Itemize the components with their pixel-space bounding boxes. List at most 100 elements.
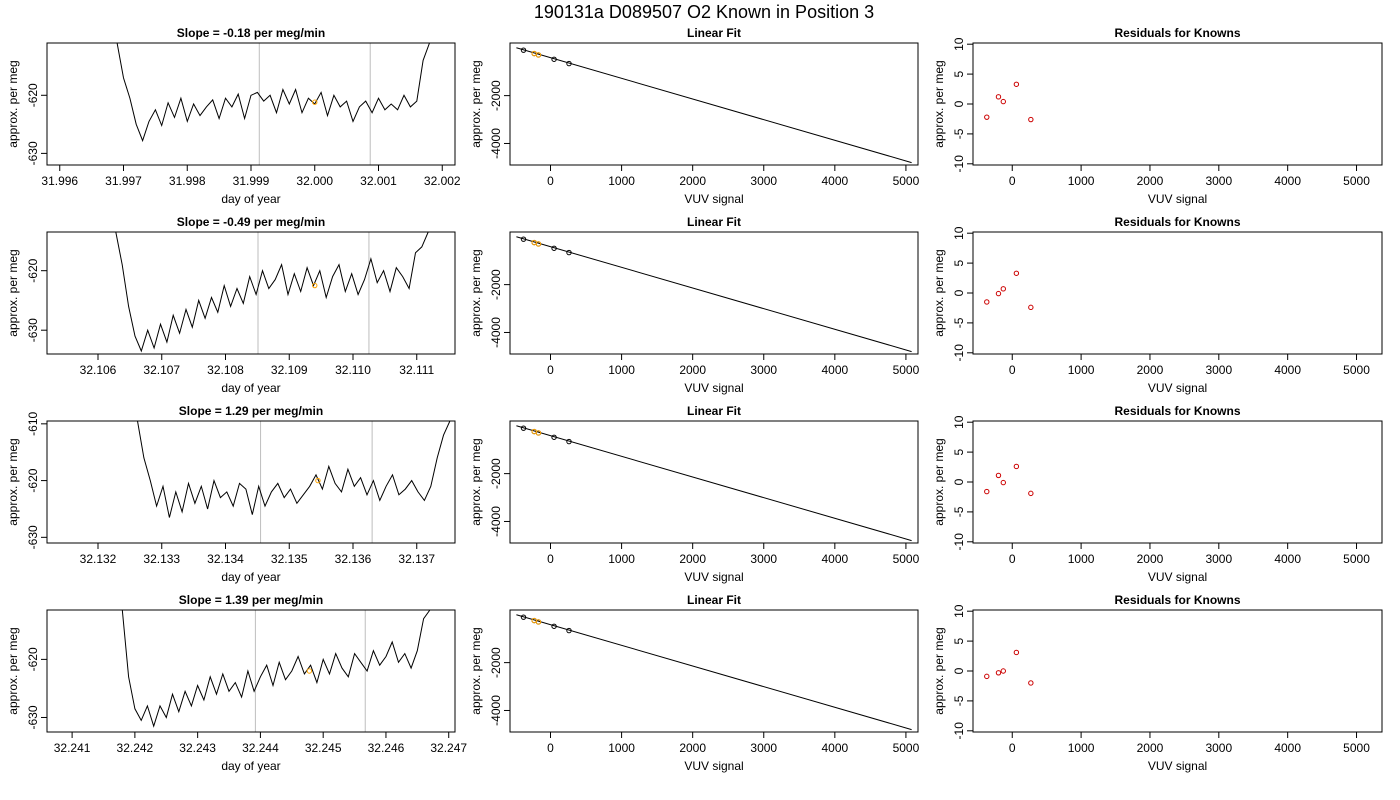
known-point — [520, 614, 527, 620]
x-tick-label: 32.241 — [54, 741, 91, 755]
residual-point — [1013, 81, 1020, 87]
x-axis-label: day of year — [221, 381, 280, 395]
y-tick-label: -620 — [26, 83, 40, 107]
x-tick-label: 5000 — [893, 363, 920, 377]
fit-panel-3: Linear Fit 0 1000 2000 3000 4000 5000 -2000 -400… — [469, 404, 920, 584]
residual-point — [984, 673, 990, 680]
residual-point — [1028, 116, 1034, 123]
highlight-point — [535, 430, 542, 436]
x-tick-label: 5000 — [893, 741, 920, 755]
y-tick-label: 10 — [952, 604, 966, 618]
x-tick-label: 1000 — [1068, 552, 1095, 566]
x-tick-label: 2000 — [679, 174, 706, 188]
x-tick-label: 31.996 — [41, 174, 78, 188]
y-tick-label: 5 — [952, 637, 966, 644]
x-tick-label: 32.109 — [271, 363, 308, 377]
x-tick-label: 0 — [547, 363, 554, 377]
x-tick-label: 1000 — [608, 363, 635, 377]
x-tick-label: 2000 — [679, 363, 706, 377]
residuals-panel-4: Residuals for Knowns 0 1000 2000 3000 4000 500… — [932, 593, 1383, 773]
x-tick-label: 32.242 — [117, 741, 154, 755]
x-tick-label: 1000 — [1068, 174, 1095, 188]
x-tick-label: 2000 — [679, 552, 706, 566]
residual-point — [1013, 463, 1020, 470]
x-tick-label: 1000 — [608, 552, 635, 566]
residual-point — [984, 488, 990, 495]
x-tick-label: 0 — [1009, 552, 1016, 566]
trace-panel-3: Slope = 1.29 per meg/min 32.132 32.133 32.1… — [6, 404, 456, 584]
known-point — [566, 627, 572, 634]
x-tick-label: 32.111 — [399, 363, 434, 377]
y-tick-label: -10 — [952, 722, 966, 740]
trace-line — [121, 610, 431, 728]
x-tick-label: 2000 — [1137, 552, 1164, 566]
data-layer — [984, 81, 1034, 123]
known-point — [551, 623, 557, 629]
x-tick-label: 3000 — [750, 741, 777, 755]
residuals-panel-1: Residuals for Knowns 0 1000 2000 3000 4000 500… — [932, 26, 1383, 206]
x-tick-label: 32.247 — [430, 741, 467, 755]
fit-panel-1: Linear Fit 0 1000 2000 3000 4000 5000 -2000 -400… — [469, 26, 920, 206]
x-axis-label: VUV signal — [684, 759, 743, 773]
highlight-point — [535, 241, 542, 247]
y-tick-label: -2000 — [489, 647, 503, 678]
data-layer — [984, 463, 1034, 497]
data-layer — [137, 421, 451, 518]
panel-title: Residuals for Knowns — [1114, 215, 1240, 229]
known-point — [566, 60, 572, 67]
plot-frame — [972, 42, 1383, 166]
x-tick-label: 32.108 — [207, 363, 244, 377]
x-tick-label: 1000 — [1068, 741, 1095, 755]
x-tick-label: 3000 — [1205, 552, 1232, 566]
x-tick-label: 4000 — [1274, 363, 1301, 377]
known-point — [551, 56, 557, 62]
y-tick-label: -4000 — [489, 506, 503, 537]
panel-title: Linear Fit — [687, 215, 741, 229]
y-tick-label: 10 — [952, 415, 966, 429]
x-tick-label: 5000 — [1343, 552, 1370, 566]
panel-title: Linear Fit — [687, 26, 741, 40]
y-tick-label: -5 — [952, 317, 966, 328]
fit-line — [516, 614, 912, 731]
known-point — [520, 425, 527, 431]
data-layer — [516, 425, 912, 542]
fit-line — [516, 425, 912, 542]
data-layer — [115, 232, 429, 353]
known-point — [566, 438, 572, 445]
residual-point — [1028, 304, 1034, 311]
y-axis-label: approx. per meg — [932, 60, 946, 147]
residual-point — [1013, 649, 1020, 656]
y-tick-label: -620 — [26, 258, 40, 282]
plot-frame — [46, 42, 456, 166]
x-tick-label: 3000 — [750, 363, 777, 377]
residuals-panel-3: Residuals for Knowns 0 1000 2000 3000 4000 500… — [932, 404, 1383, 584]
y-tick-label: -10 — [952, 155, 966, 173]
x-tick-label: 31.998 — [169, 174, 206, 188]
panel-title: Residuals for Knowns — [1114, 26, 1240, 40]
y-axis-label: approx. per meg — [6, 627, 20, 714]
y-axis-label: approx. per meg — [469, 60, 483, 147]
x-tick-label: 32.244 — [242, 741, 279, 755]
data-layer — [116, 43, 430, 143]
x-tick-label: 32.246 — [368, 741, 405, 755]
trace-panel-2: Slope = -0.49 per meg/min 32.106 32.107 32.… — [6, 215, 456, 395]
plot-frame — [46, 420, 456, 544]
x-tick-label: 32.245 — [305, 741, 342, 755]
plot-frame — [972, 231, 1383, 355]
panel-title: Residuals for Knowns — [1114, 404, 1240, 418]
residual-point — [995, 472, 1002, 479]
x-tick-label: 32.002 — [424, 174, 461, 188]
x-tick-label: 0 — [547, 174, 554, 188]
x-axis-label: VUV signal — [1148, 570, 1207, 584]
x-tick-label: 1000 — [1068, 363, 1095, 377]
fit-panel-2: Linear Fit 0 1000 2000 3000 4000 5000 -2000 -400… — [469, 215, 920, 395]
y-tick-label: -5 — [952, 128, 966, 139]
x-tick-label: 0 — [1009, 174, 1016, 188]
trace-panel-1: Slope = -0.18 per meg/min 31.996 31.997 31.… — [6, 26, 461, 206]
trace-line — [137, 421, 451, 518]
x-tick-label: 0 — [547, 552, 554, 566]
x-tick-label: 32.134 — [207, 552, 244, 566]
x-tick-label: 1000 — [608, 741, 635, 755]
data-layer — [516, 614, 912, 731]
y-axis-label: approx. per meg — [469, 438, 483, 525]
